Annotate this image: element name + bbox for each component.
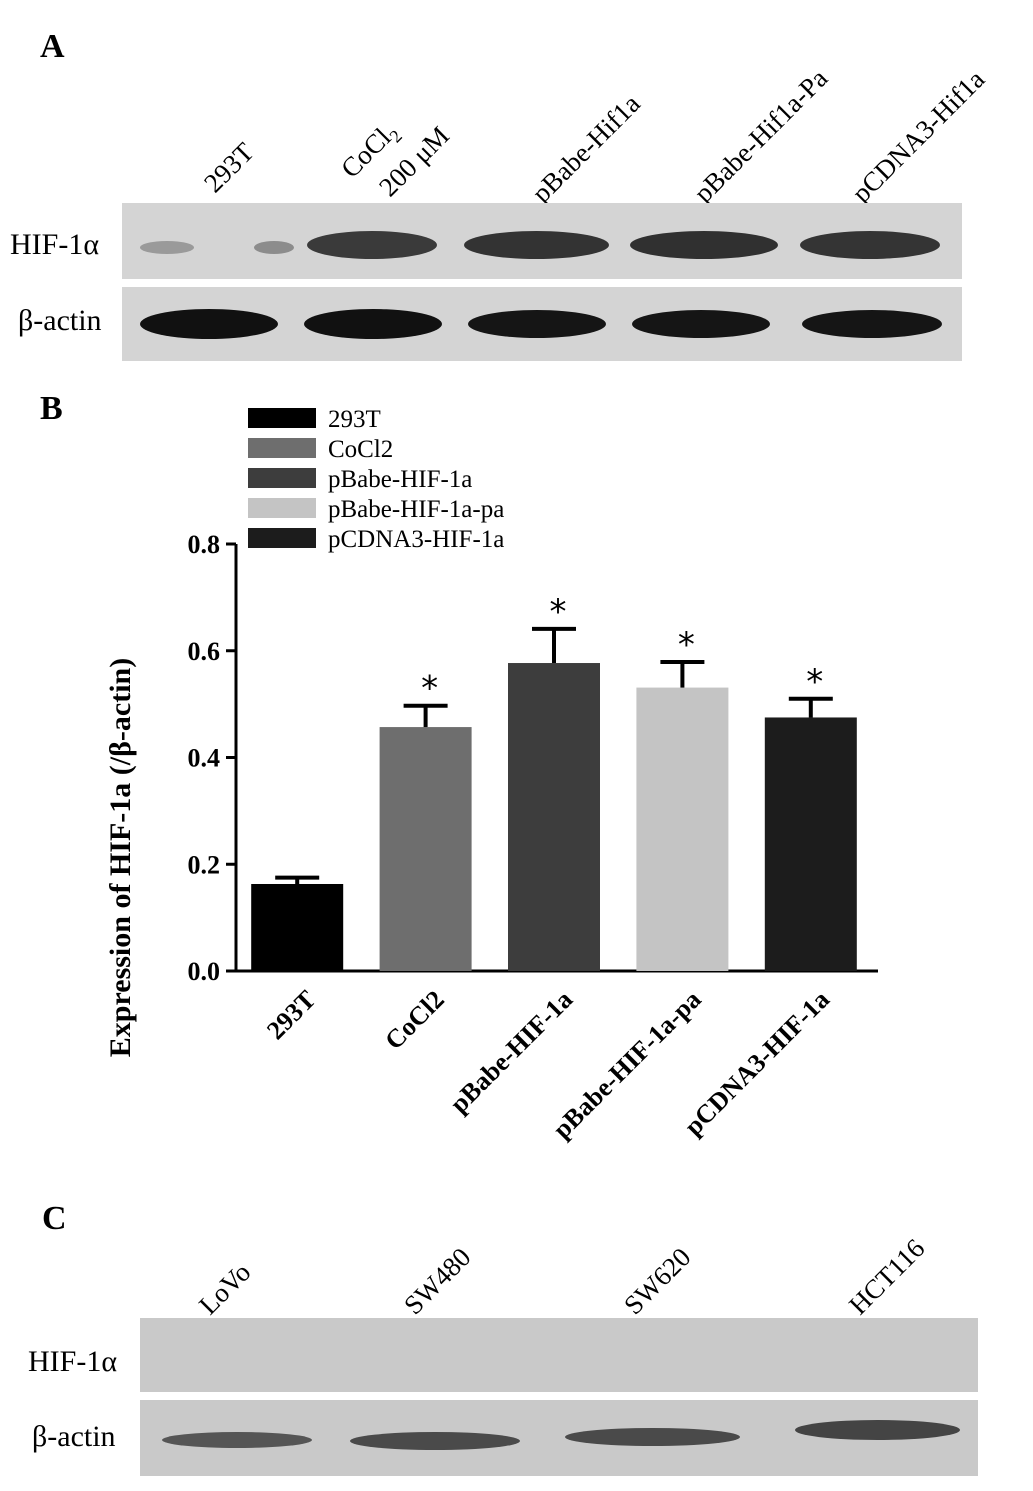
y-tick-label: 0.0 <box>188 957 221 986</box>
row-label-bactin-c: β-actin <box>32 1420 116 1453</box>
legend-label: pCDNA3-HIF-1a <box>328 526 504 553</box>
panel-a-letter: A <box>40 28 65 65</box>
legend-swatch <box>248 468 316 488</box>
blot-bactin-c <box>140 1400 978 1476</box>
x-tick-label: 293T <box>261 985 321 1045</box>
legend-label: CoCl2 <box>328 436 393 463</box>
band <box>464 231 609 259</box>
band <box>307 231 437 259</box>
lane-label-pbabe-hif1a-pa: pBabe-Hif1a-Pa <box>688 63 834 209</box>
y-axis-title: Expression of HIF-1a (/β-actin) <box>104 658 137 1057</box>
bar <box>251 883 344 971</box>
band <box>140 309 278 339</box>
band <box>565 1428 740 1446</box>
band <box>254 241 294 254</box>
blot-hif1a-a <box>122 203 962 279</box>
y-tick-label: 0.4 <box>188 744 221 773</box>
legend-label: pBabe-HIF-1a-pa <box>328 496 504 523</box>
band <box>802 310 942 338</box>
band <box>795 1420 960 1440</box>
significance-marker: * <box>421 669 438 709</box>
band <box>140 241 194 254</box>
legend-swatch <box>248 498 316 518</box>
row-label-hif1a-a: HIF-1α <box>10 228 100 261</box>
legend-label: 293T <box>328 406 381 433</box>
row-label-bactin-a: β-actin <box>18 304 102 337</box>
blot-hif1a-c <box>140 1318 978 1392</box>
bar-chart: 0.0 0.2 0.4 0.6 0.8 Expression of HIF-1a (/β-… <box>104 406 878 1144</box>
lane-label-293t: 293T <box>198 136 260 199</box>
panel-c-letter: C <box>42 1200 67 1237</box>
y-tick-label: 0.8 <box>188 530 221 559</box>
lane-label-hct116: HCT116 <box>843 1232 931 1321</box>
significance-marker: * <box>806 662 823 702</box>
lane-label-sw480: SW480 <box>398 1241 477 1321</box>
bar <box>636 687 729 971</box>
band <box>304 309 442 339</box>
bar <box>508 663 600 971</box>
significance-marker: * <box>550 592 567 632</box>
bar <box>379 727 472 971</box>
lane-label-pbabe-hif1a: pBabe-Hif1a <box>526 88 646 209</box>
x-tick-label: CoCl2 <box>379 985 450 1056</box>
band <box>800 231 940 259</box>
x-tick-label: pBabe-HIF-1a <box>444 985 578 1119</box>
y-tick-label: 0.2 <box>188 850 221 879</box>
legend-swatch <box>248 408 316 428</box>
legend-swatch <box>248 528 316 548</box>
legend-swatch <box>248 438 316 458</box>
panel-b-letter: B <box>40 390 63 427</box>
legend-label: pBabe-HIF-1a <box>328 466 472 493</box>
band <box>468 310 606 338</box>
band <box>630 231 778 259</box>
y-tick-label: 0.6 <box>188 637 221 666</box>
bar <box>764 717 857 971</box>
row-label-hif1a-c: HIF-1α <box>28 1345 118 1378</box>
lane-label-pcdna3-hif1a: pCDNA3-Hif1a <box>846 64 991 209</box>
lane-label-sw620: SW620 <box>618 1241 697 1321</box>
band <box>350 1432 520 1450</box>
lane-label-lovo: LoVo <box>193 1256 257 1321</box>
significance-marker: * <box>678 625 695 665</box>
band <box>632 310 770 338</box>
blot-bactin-a <box>122 287 962 361</box>
band <box>162 1432 312 1448</box>
